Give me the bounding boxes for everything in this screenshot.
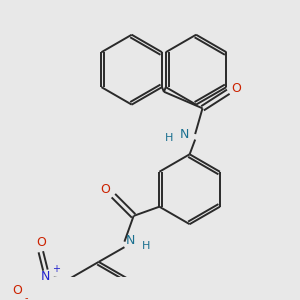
- Text: H: H: [165, 133, 174, 143]
- Text: -: -: [24, 293, 28, 300]
- Text: O: O: [36, 236, 46, 249]
- Text: N: N: [125, 234, 135, 247]
- Text: N: N: [179, 128, 189, 140]
- Text: H: H: [142, 241, 151, 251]
- Text: O: O: [100, 183, 110, 196]
- Text: N: N: [41, 270, 50, 283]
- Text: +: +: [52, 264, 59, 274]
- Text: O: O: [232, 82, 242, 94]
- Text: O: O: [12, 284, 22, 297]
